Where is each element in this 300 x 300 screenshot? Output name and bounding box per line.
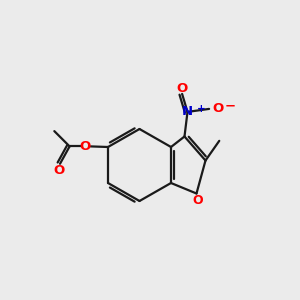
Text: +: + bbox=[197, 104, 206, 114]
Text: O: O bbox=[176, 82, 188, 95]
Text: O: O bbox=[53, 164, 64, 177]
Text: O: O bbox=[80, 140, 91, 153]
Text: −: − bbox=[225, 99, 236, 112]
Text: N: N bbox=[182, 105, 193, 119]
Text: O: O bbox=[193, 194, 203, 207]
Text: O: O bbox=[213, 102, 224, 116]
